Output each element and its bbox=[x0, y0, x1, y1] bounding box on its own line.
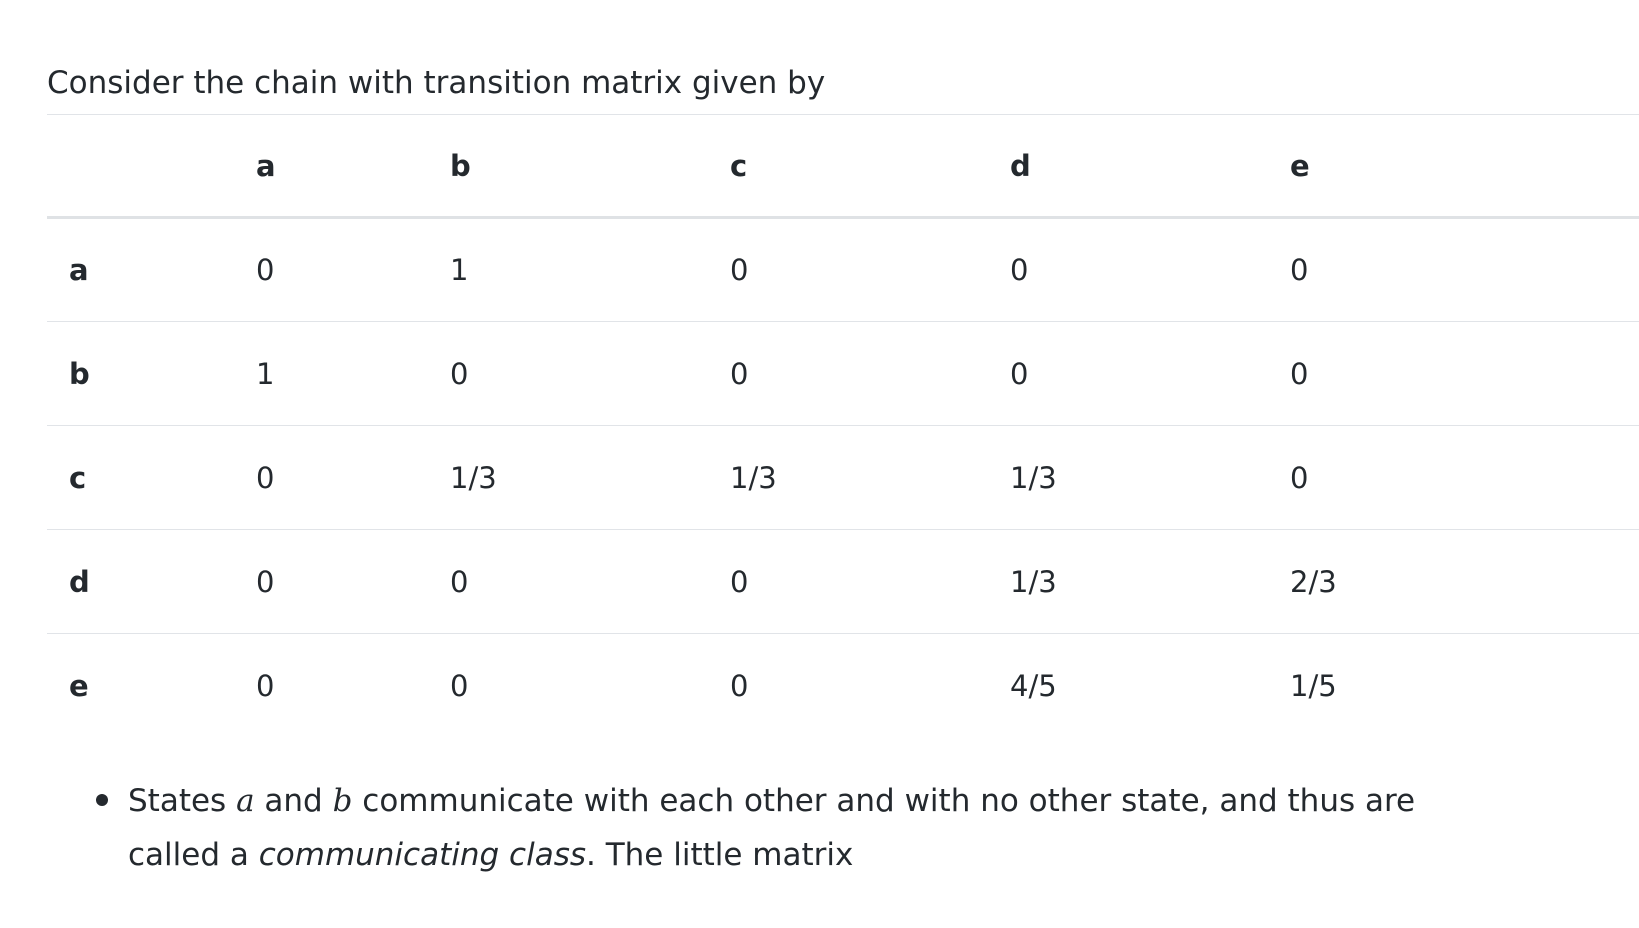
table-cell: 1/3 bbox=[730, 460, 777, 495]
row-label-c: c bbox=[69, 460, 87, 495]
bullet-text-part3: communicate with each other and with no … bbox=[128, 783, 1416, 873]
bullet-text-part4: . The little matrix bbox=[586, 837, 854, 873]
table-row: e 0 0 0 4/5 1/5 bbox=[47, 634, 1639, 738]
table-cell: 0 bbox=[256, 668, 275, 703]
table-cell: 0 bbox=[1290, 253, 1309, 287]
table-cell: 1/5 bbox=[1290, 668, 1337, 703]
table-cell: 0 bbox=[450, 668, 469, 703]
row-label-e: e bbox=[69, 668, 89, 703]
table-cell: 1/3 bbox=[450, 460, 497, 495]
table-cell: 0 bbox=[1010, 253, 1029, 287]
table-cell: 0 bbox=[730, 564, 749, 599]
table-header-row: a b c d e bbox=[47, 114, 1639, 218]
table-cell: 0 bbox=[256, 460, 275, 495]
row-label-b: b bbox=[69, 356, 90, 391]
table-cell: 1 bbox=[450, 253, 469, 287]
table-cell: 1/3 bbox=[1010, 460, 1057, 495]
table-cell: 0 bbox=[1010, 356, 1029, 391]
bullet-text-part1: States bbox=[128, 783, 237, 819]
table-row: b 1 0 0 0 0 bbox=[47, 322, 1639, 426]
column-header-e: e bbox=[1290, 148, 1310, 183]
corner-header-cell bbox=[47, 115, 256, 218]
table-cell: 4/5 bbox=[1010, 668, 1057, 703]
bullet-text-part2: and bbox=[254, 783, 333, 819]
column-header-a: a bbox=[256, 148, 276, 183]
table-cell: 1 bbox=[256, 356, 275, 391]
table-cell: 0 bbox=[730, 668, 749, 703]
column-header-c: c bbox=[730, 148, 748, 183]
table-cell: 0 bbox=[450, 356, 469, 391]
row-label-d: d bbox=[69, 564, 90, 599]
bullet-dot-icon bbox=[96, 794, 108, 806]
math-variable-b: b bbox=[332, 783, 353, 819]
table-cell: 0 bbox=[256, 253, 275, 287]
table-cell: 0 bbox=[1290, 460, 1309, 495]
table-row: c 0 1/3 1/3 1/3 0 bbox=[47, 426, 1639, 530]
column-header-d: d bbox=[1010, 148, 1031, 183]
table-cell: 1/3 bbox=[1010, 564, 1057, 599]
intro-paragraph: Consider the chain with transition matri… bbox=[47, 65, 826, 101]
transition-matrix-table: a b c d e a 0 1 0 0 0 b 1 0 0 0 0 c 0 1/… bbox=[47, 114, 1639, 738]
table-row: d 0 0 0 1/3 2/3 bbox=[47, 530, 1639, 634]
emphasis-communicating-class: communicating class bbox=[258, 837, 586, 873]
table-cell: 0 bbox=[1290, 356, 1309, 391]
table-row: a 0 1 0 0 0 bbox=[47, 218, 1639, 322]
table-cell: 0 bbox=[256, 564, 275, 599]
row-label-a: a bbox=[69, 253, 89, 287]
table-cell: 0 bbox=[730, 356, 749, 391]
bullet-list: States a and b communicate with each oth… bbox=[0, 774, 1468, 882]
table-cell: 0 bbox=[730, 253, 749, 287]
table-cell: 2/3 bbox=[1290, 564, 1337, 599]
math-variable-a: a bbox=[236, 783, 255, 819]
list-item: States a and b communicate with each oth… bbox=[0, 774, 1468, 882]
table-cell: 0 bbox=[450, 564, 469, 599]
column-header-b: b bbox=[450, 148, 471, 183]
